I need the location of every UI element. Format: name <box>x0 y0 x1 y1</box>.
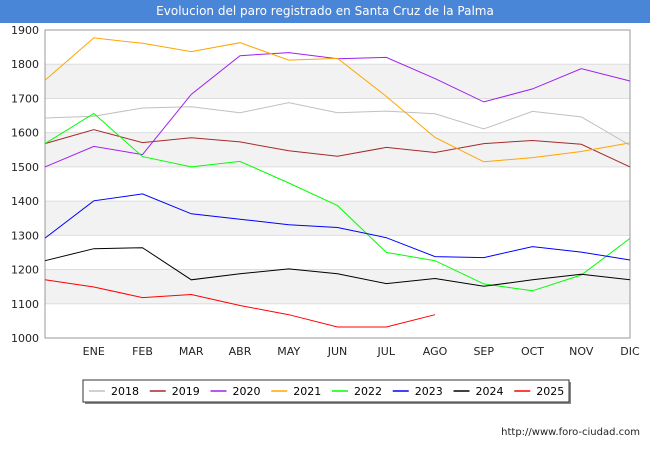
x-tick-label: FEB <box>132 345 153 358</box>
plot-frame <box>44 29 631 339</box>
x-tick-label: JUL <box>377 345 396 358</box>
y-axis-ticks: 1000 1100 1200 1300 1400 1500 1600 1700 1800 1900 <box>11 24 39 345</box>
footer-url[interactable]: http://www.foro-ciudad.com <box>501 427 640 438</box>
gridlines <box>45 29 630 339</box>
series-line-2024 <box>44 247 631 287</box>
y-tick-label: 1700 <box>11 92 39 105</box>
x-tick-label: NOV <box>569 345 594 358</box>
legend-label-2019: 2019 <box>172 385 200 398</box>
series-line-2022 <box>44 112 631 292</box>
series-line-2023 <box>44 193 631 261</box>
legend: 2018 2019 2020 2021 2022 2023 2024 2025 <box>82 379 571 404</box>
series-line-2018 <box>44 102 631 146</box>
chart-title: Evolucion del paro registrado en Santa C… <box>0 0 650 23</box>
x-tick-label: ABR <box>229 345 252 358</box>
series-line-2021 <box>44 37 631 163</box>
y-tick-label: 1900 <box>11 24 39 37</box>
x-tick-label: ENE <box>83 345 105 358</box>
y-tick-label: 1800 <box>11 58 39 71</box>
y-tick-label: 1200 <box>11 264 39 277</box>
x-tick-label: MAR <box>179 345 204 358</box>
y-tick-label: 1600 <box>11 127 39 140</box>
legend-box <box>82 379 570 403</box>
background-band <box>45 64 630 99</box>
x-tick-label: JUN <box>327 345 348 358</box>
series-lines <box>44 37 631 328</box>
background-bands <box>45 64 630 304</box>
x-tick-label: SEP <box>473 345 494 358</box>
x-tick-label: OCT <box>521 345 544 358</box>
legend-label-2020: 2020 <box>233 385 261 398</box>
legend-label-2022: 2022 <box>354 385 382 398</box>
x-tick-label: AGO <box>423 345 448 358</box>
series-line-2025 <box>44 279 436 328</box>
x-axis-ticks: ENE FEB MAR ABR MAY JUN JUL AGO SEP OCT NOV DIC <box>83 345 640 358</box>
legend-label-2018: 2018 <box>111 385 139 398</box>
background-band <box>45 132 630 167</box>
y-tick-label: 1400 <box>11 195 39 208</box>
y-tick-label: 1300 <box>11 229 39 242</box>
legend-label-2024: 2024 <box>476 385 504 398</box>
x-tick-label: MAY <box>277 345 300 358</box>
background-band <box>45 201 630 236</box>
y-tick-label: 1100 <box>11 298 39 311</box>
y-tick-label: 1000 <box>11 332 39 345</box>
legend-label-2023: 2023 <box>415 385 443 398</box>
legend-label-2021: 2021 <box>293 385 321 398</box>
x-tick-label: DIC <box>620 345 640 358</box>
legend-label-2025: 2025 <box>536 385 564 398</box>
background-band <box>45 269 630 304</box>
series-line-2019 <box>44 129 631 168</box>
y-tick-label: 1500 <box>11 161 39 174</box>
